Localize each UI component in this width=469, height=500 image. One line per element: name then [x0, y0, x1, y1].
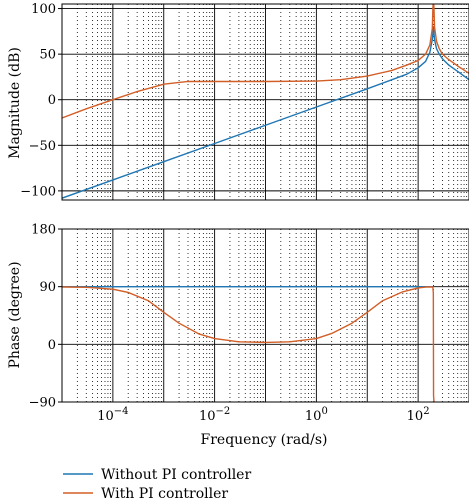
magnitude-y-tick-label: 50 — [39, 48, 56, 63]
frequency-x-axis-label: Frequency (rad/s) — [201, 432, 328, 448]
legend: Without PI controller With PI controller — [63, 467, 251, 500]
phase-plot-frame — [61, 228, 469, 403]
magnitude-y-tick-label: −50 — [29, 139, 56, 154]
magnitude-series-without-pi-line — [62, 26, 469, 199]
magnitude-series-with-pi-line — [62, 4, 469, 119]
x-tick-label: 10−4 — [97, 406, 128, 424]
legend-label-with-pi: With PI controller — [101, 486, 228, 500]
magnitude-panel: −100 −50 0 50 100 — [20, 2, 469, 201]
legend-label-without-pi: Without PI controller — [101, 467, 251, 483]
phase-panel: −90 0 90 180 10−4 10−2 100 102 — [29, 223, 469, 424]
magnitude-y-tick-label: 100 — [31, 2, 56, 17]
phase-y-tick-label: −90 — [29, 396, 56, 411]
x-tick-label: 102 — [407, 406, 430, 424]
magnitude-plot-frame — [61, 3, 469, 201]
phase-y-axis-label: Phase (degree) — [7, 261, 23, 368]
phase-y-tick-label: 90 — [39, 280, 56, 295]
magnitude-y-axis-label: Magnitude (dB) — [7, 47, 23, 159]
phase-y-tick-label: 0 — [48, 338, 56, 353]
phase-series-with-pi-line — [62, 286, 435, 402]
phase-y-tick-label: 180 — [31, 223, 56, 238]
x-tick-label: 100 — [305, 406, 328, 424]
x-tick-label: 10−2 — [199, 406, 230, 424]
magnitude-y-tick-label: 0 — [48, 93, 56, 108]
magnitude-y-tick-label: −100 — [20, 184, 56, 199]
